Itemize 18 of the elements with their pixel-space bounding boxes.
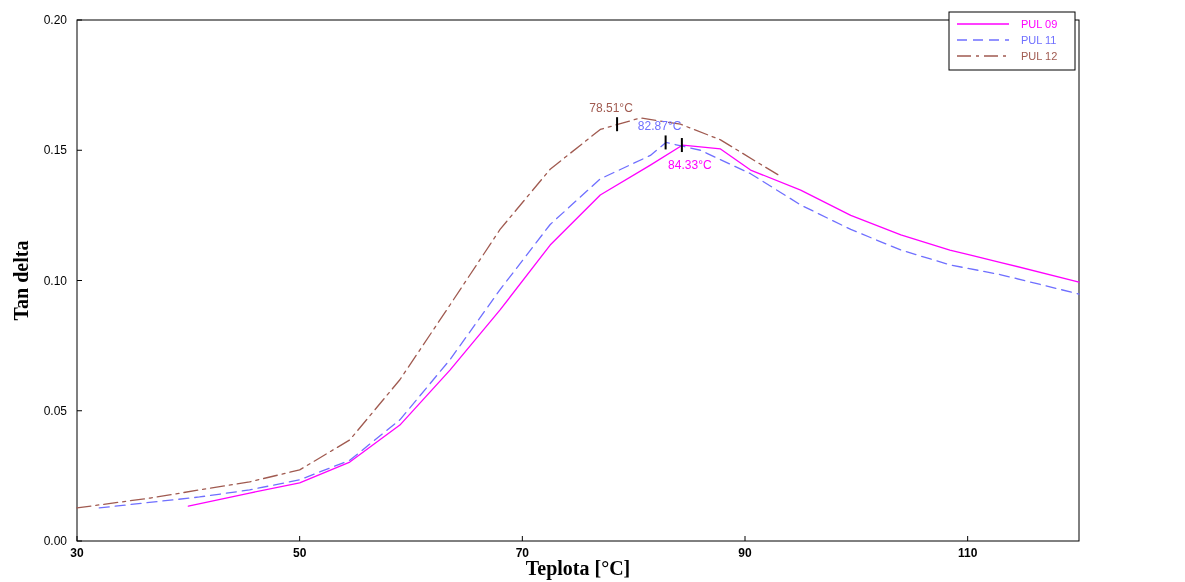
x-tick-label: 110 xyxy=(957,546,978,560)
x-tick-label: 30 xyxy=(70,546,84,560)
legend-label: PUL 12 xyxy=(1021,50,1058,62)
x-tick-label: 70 xyxy=(515,546,530,560)
legend-label: PUL 09 xyxy=(1021,18,1058,30)
y-axis-title: Tan delta xyxy=(10,240,32,321)
legend-label: PUL 11 xyxy=(1021,34,1057,46)
x-axis-title: Teplota [°C] xyxy=(525,557,631,580)
annotation: 84.33°C xyxy=(668,158,712,173)
y-tick-label: 0.10 xyxy=(43,273,68,288)
annotation: 82.87°C xyxy=(637,119,682,134)
y-tick-label: 0.15 xyxy=(43,143,68,158)
x-tick-label: 50 xyxy=(292,546,307,560)
x-tick-label: 90 xyxy=(738,546,752,560)
y-tick-label: 0.00 xyxy=(43,534,68,548)
y-tick-label: 0.05 xyxy=(43,403,68,418)
annotation: 78.51°C xyxy=(589,101,634,116)
y-tick-label: 0.20 xyxy=(43,13,68,27)
